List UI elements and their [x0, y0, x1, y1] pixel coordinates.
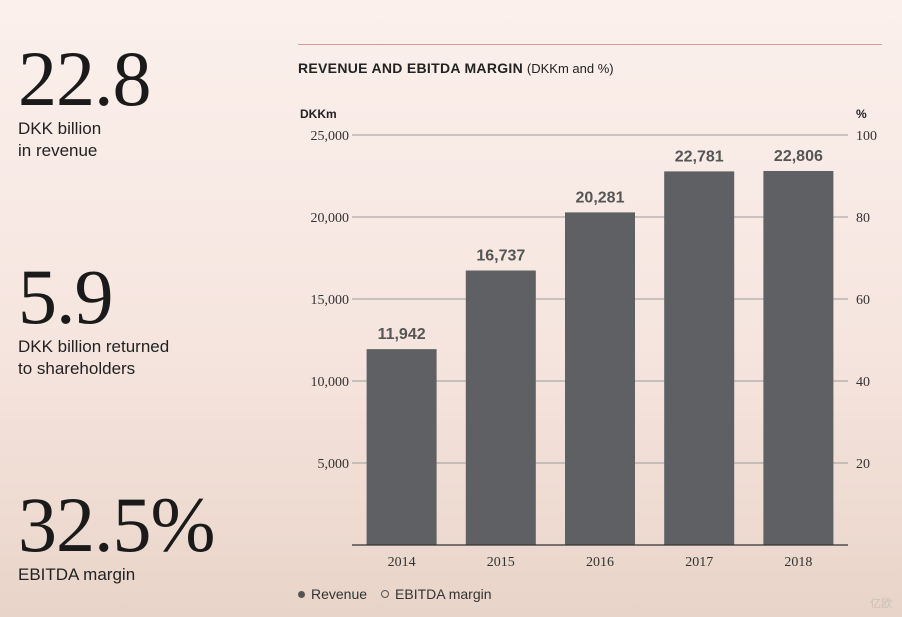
y-tick-label: 5,000 — [318, 457, 350, 472]
y-tick-label: 25,000 — [311, 129, 350, 144]
legend-ebitda-label: EBITDA margin — [395, 586, 492, 602]
x-tick-label: 2018 — [784, 555, 812, 570]
legend-item-revenue: Revenue — [298, 586, 367, 602]
bar-2014 — [366, 349, 437, 545]
kpi-ebitda: 32.5% EBITDA margin — [18, 481, 215, 586]
kpi-revenue: 22.8 DKK billion in revenue — [18, 40, 151, 162]
legend-item-ebitda: EBITDA margin — [381, 586, 492, 602]
x-tick-label: 2017 — [685, 555, 713, 570]
y2-tick-label: 40 — [856, 375, 870, 390]
chart-title-text: REVENUE AND EBITDA MARGIN — [298, 60, 524, 76]
y2-tick-label: 100 — [856, 129, 877, 144]
y2-axis-title: % — [856, 107, 867, 121]
y2-tick-label: 60 — [856, 293, 870, 308]
legend-filled-dot-icon — [298, 590, 305, 598]
bar-2015 — [465, 270, 536, 545]
watermark: 亿欧 — [870, 598, 892, 610]
x-tick-label: 2014 — [388, 555, 416, 570]
y-tick-label: 20,000 — [311, 211, 350, 226]
x-tick-label: 2016 — [586, 555, 614, 570]
bar-value-label: 22,781 — [675, 148, 724, 165]
bar-2018 — [763, 170, 834, 545]
bar-value-label: 20,281 — [576, 189, 625, 206]
kpi-revenue-label: DKK billion in revenue — [18, 119, 102, 160]
kpi-ebitda-value: 32.5% — [18, 481, 215, 568]
kpi-shareholders-label: DKK billion returned to shareholders — [18, 337, 170, 378]
legend-revenue-label: Revenue — [311, 586, 368, 602]
legend-open-dot-icon — [381, 590, 390, 599]
bar-value-label: 16,737 — [476, 248, 525, 265]
y-tick-label: 15,000 — [311, 293, 350, 308]
chart-title-units: (DKKm and %) — [526, 61, 614, 76]
y-tick-label: 10,000 — [311, 375, 350, 390]
kpi-revenue-value: 22.8 — [18, 35, 151, 122]
bar-2016 — [565, 212, 635, 545]
y-axis-title: DKKm — [300, 107, 337, 121]
kpi-shareholders-value: 5.9 — [18, 253, 114, 340]
y2-tick-label: 80 — [856, 211, 870, 226]
x-tick-label: 2015 — [487, 555, 515, 570]
chart-divider — [298, 44, 882, 45]
y2-tick-label: 20 — [856, 457, 870, 472]
kpi-ebitda-label: EBITDA margin — [18, 565, 136, 584]
bar-value-label: 11,942 — [378, 326, 426, 343]
kpi-shareholders: 5.9 DKK billion returned to shareholders — [18, 258, 169, 380]
bar-2017 — [664, 171, 735, 545]
chart-title: REVENUE AND EBITDA MARGIN (DKKm and %) — [298, 60, 614, 76]
bar-value-label: 22,806 — [774, 148, 823, 165]
chart-legend: Revenue EBITDA margin — [298, 586, 492, 602]
